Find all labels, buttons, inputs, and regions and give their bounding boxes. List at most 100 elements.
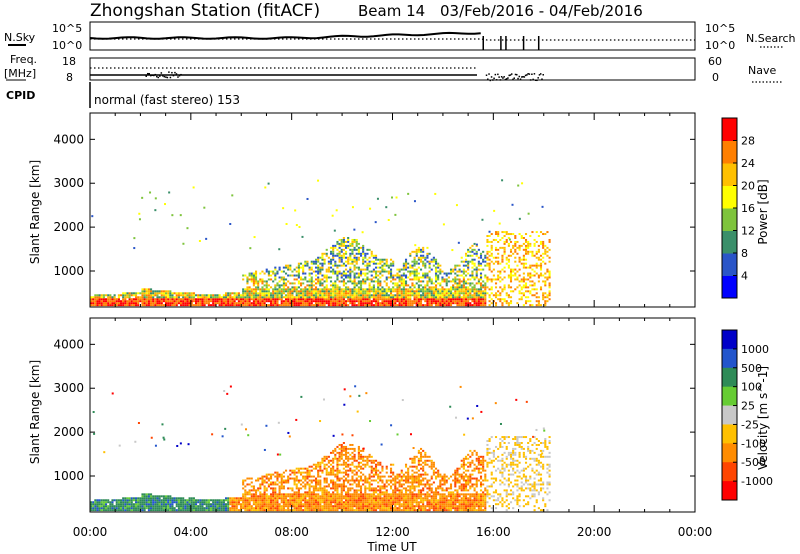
- power-cell: [424, 296, 427, 299]
- velocity-cell: [231, 503, 234, 506]
- power-cell: [516, 286, 519, 289]
- velocity-cell: [179, 509, 183, 512]
- power-cell: [149, 298, 153, 301]
- power-cell: [527, 274, 530, 277]
- power-cell: [314, 274, 318, 277]
- power-cell: [364, 256, 367, 259]
- power-cell: [454, 290, 457, 293]
- velocity-cell: [282, 495, 285, 498]
- power-cell: [224, 294, 228, 297]
- power-cell: [314, 262, 318, 265]
- velocity-cell: [312, 507, 315, 510]
- power-cell: [338, 298, 341, 301]
- power-cell: [460, 256, 463, 259]
- velocity-cell: [340, 495, 343, 498]
- freq-point: [153, 74, 155, 77]
- velocity-cell: [252, 485, 255, 488]
- power-cell: [186, 296, 189, 299]
- power-cell: [297, 302, 300, 305]
- power-cell: [473, 248, 476, 251]
- power-cell: [353, 266, 356, 269]
- velocity-heatmap: [90, 385, 551, 512]
- power-cell: [231, 298, 234, 301]
- power-cell: [443, 302, 446, 305]
- velocity-cell: [387, 479, 390, 482]
- velocity-cell: [175, 505, 178, 508]
- power-cell: [428, 304, 431, 307]
- velocity-cell: [122, 497, 125, 500]
- power-cell: [334, 296, 337, 299]
- velocity-cell: [409, 507, 412, 510]
- velocity-cell: [246, 483, 249, 486]
- power-cell: [293, 298, 296, 301]
- velocity-cell: [248, 489, 251, 492]
- power-cell: [353, 256, 356, 259]
- power-cell: [458, 300, 461, 303]
- power-cell: [325, 294, 328, 297]
- power-cell: [349, 294, 352, 297]
- power-cell: [308, 294, 311, 297]
- power-cell: [454, 286, 457, 289]
- velocity-cell: [366, 495, 369, 498]
- power-cell: [334, 264, 337, 267]
- velocity-cell: [287, 487, 290, 490]
- power-cell: [475, 272, 478, 275]
- power-cell: [434, 266, 438, 269]
- power-cell: [462, 288, 465, 291]
- power-cell: [134, 300, 138, 303]
- power-cell: [342, 296, 345, 299]
- power-cell: [434, 284, 438, 287]
- power-cell: [447, 280, 450, 283]
- power-cell: [336, 294, 339, 297]
- power-cell: [409, 254, 412, 257]
- power-cell: [171, 300, 174, 303]
- velocity-cell: [244, 497, 247, 500]
- power-cell: [293, 274, 296, 277]
- power-cell: [312, 296, 315, 299]
- power-cell: [537, 274, 540, 277]
- power-cell: [548, 290, 551, 293]
- power-cell: [411, 300, 414, 303]
- velocity-cell: [143, 503, 146, 506]
- power-cell: [141, 294, 144, 297]
- power-cell: [415, 262, 418, 265]
- power-cell: [344, 294, 348, 297]
- power-cell: [499, 300, 502, 303]
- velocity-cell: [299, 495, 303, 498]
- velocity-cell: [289, 509, 292, 512]
- velocity-cell: [368, 489, 371, 492]
- power-cell: [372, 268, 375, 271]
- power-cell: [464, 302, 468, 305]
- power-cell: [188, 294, 191, 297]
- velocity-cell: [250, 477, 253, 480]
- power-cell: [96, 304, 99, 307]
- power-cell: [471, 270, 474, 273]
- power-cell: [379, 260, 382, 263]
- power-cell: [400, 292, 403, 295]
- velocity-cell: [293, 473, 296, 476]
- velocity-cell: [329, 497, 333, 500]
- velocity-cell: [413, 509, 416, 512]
- velocity-cell: [332, 449, 335, 452]
- power-cell: [119, 304, 123, 307]
- velocity-cell: [353, 495, 356, 498]
- power-cell: [522, 258, 525, 261]
- power-cell: [417, 272, 420, 275]
- power-cell: [143, 298, 146, 301]
- power-cell: [269, 294, 273, 297]
- power-cell: [377, 292, 380, 295]
- power-cell: [359, 280, 363, 283]
- power-cell: [317, 258, 320, 261]
- velocity-cell: [100, 507, 103, 510]
- velocity-cell: [353, 459, 356, 462]
- freq-point: [162, 75, 164, 77]
- power-cell: [254, 294, 258, 297]
- power-cell: [535, 272, 538, 275]
- velocity-cell: [413, 499, 416, 502]
- power-cell: [441, 296, 444, 299]
- velocity-cell: [374, 487, 378, 490]
- power-cell: [404, 266, 408, 269]
- power-cell: [284, 294, 288, 297]
- velocity-cell: [287, 479, 290, 482]
- power-cell: [535, 296, 538, 299]
